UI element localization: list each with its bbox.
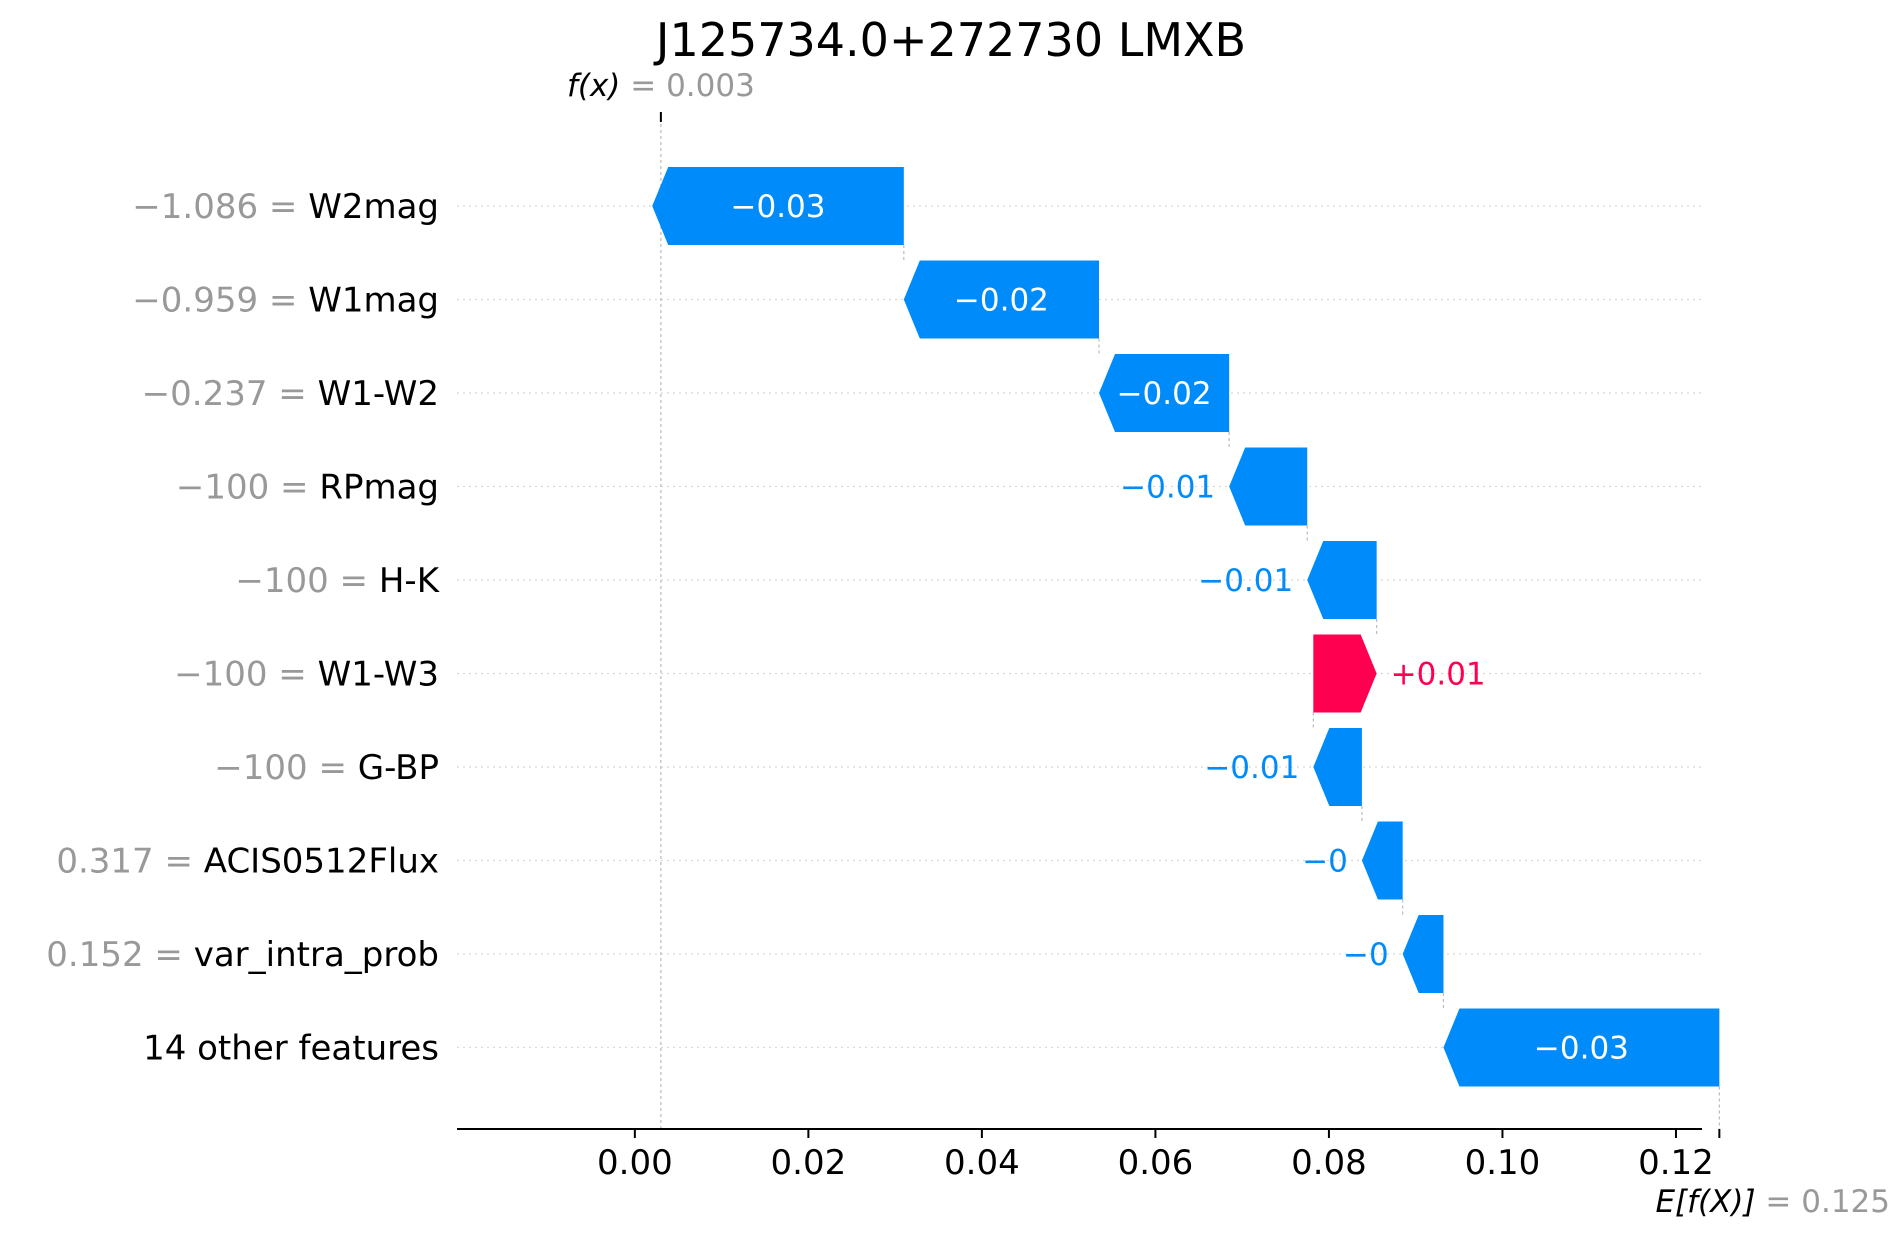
feature-label: 0.152 = var_intra_prob: [46, 935, 439, 975]
bar-acis0512flux: [1361, 821, 1403, 900]
feature-label: −100 = W1-W3: [174, 655, 439, 695]
efx-text: E[f(X)] = 0.125: [1655, 1184, 1890, 1220]
bar-14-other-features: [1443, 1008, 1720, 1087]
feature-value: −100 =: [235, 561, 379, 601]
feature-label: 0.317 = ACIS0512Flux: [56, 842, 439, 882]
fx-text: f(x) = 0.003: [567, 68, 755, 104]
bar-value-label: −0.03: [1534, 1031, 1629, 1067]
contribution-bars: −0.03 −0.02 −0.02 −0.01 −0.01 +0.01 −0.01 −0 −0 −…: [652, 167, 1720, 1087]
bar-h-k: [1307, 541, 1377, 619]
fx-value: = 0.003: [630, 68, 755, 104]
bar-value-label: −0.01: [1204, 750, 1299, 786]
feature-value: 0.317 =: [56, 842, 203, 882]
bar-value-label: −0: [1343, 937, 1389, 973]
feature-name: var_intra_prob: [194, 935, 439, 975]
feature-value: −100 =: [176, 468, 320, 508]
feature-name: G-BP: [358, 748, 439, 788]
chart-title: J125734.0+272730 LMXB: [653, 13, 1246, 67]
x-tick-label: 0.06: [1118, 1143, 1194, 1183]
feature-label: −100 = G-BP: [214, 748, 439, 788]
feature-name: W2mag: [308, 187, 439, 227]
feature-name: 14 other features: [143, 1029, 439, 1069]
bar-w1-w2: [1099, 354, 1230, 432]
feature-name: H-K: [379, 561, 441, 601]
bar-var_intra_prob: [1402, 915, 1444, 993]
bar-g-bp: [1313, 728, 1362, 806]
feature-value: −100 =: [174, 655, 318, 695]
feature-value: −1.086 =: [132, 187, 308, 227]
feature-label: −1.086 = W2mag: [132, 187, 439, 227]
feature-value: −100 =: [214, 748, 358, 788]
x-axis: 0.00 0.02 0.04 0.06 0.08 0.10 0.12: [457, 1128, 1721, 1183]
feature-label: −100 = RPmag: [176, 468, 439, 508]
x-tick-label: 0.08: [1291, 1143, 1367, 1183]
feature-name: W1-W3: [318, 655, 439, 695]
bar-value-label: +0.01: [1391, 657, 1486, 693]
bar-rpmag: [1229, 447, 1308, 526]
bar-value-label: −0.03: [731, 189, 826, 225]
feature-name: RPmag: [319, 468, 439, 508]
feature-value: −0.959 =: [132, 281, 308, 321]
connector-lines: [660, 112, 1720, 1129]
feature-value: −0.237 =: [142, 374, 318, 414]
bar-value-label: −0: [1302, 844, 1348, 880]
fx-label: f(x): [567, 68, 630, 104]
x-tick-label: 0.04: [944, 1143, 1020, 1183]
bar-value-label: −0.02: [1117, 376, 1212, 412]
feature-labels: −1.086 = W2mag −0.959 = W1mag −0.237 = W1-…: [46, 187, 440, 1069]
feature-label: −0.959 = W1mag: [132, 281, 439, 321]
bar-w1mag: [903, 260, 1100, 339]
fx-annotation: f(x) = 0.003: [567, 68, 755, 122]
efx-annotation: E[f(X)] = 0.125: [1655, 1184, 1890, 1220]
x-tick-label: 0.00: [597, 1143, 673, 1183]
x-tick-label: 0.02: [771, 1143, 847, 1183]
bar-w1-w3: [1313, 634, 1377, 713]
feature-value: 0.152 =: [46, 935, 193, 975]
bar-value-label: −0.02: [954, 283, 1049, 319]
bar-value-label: −0.01: [1198, 563, 1293, 599]
feature-label: −100 = H-K: [235, 561, 440, 601]
feature-label: 14 other features: [143, 1029, 439, 1069]
bar-value-label: −0.01: [1120, 470, 1215, 506]
x-tick-label: 0.10: [1465, 1143, 1541, 1183]
efx-label: E[f(X)]: [1655, 1184, 1765, 1220]
feature-label: −0.237 = W1-W2: [142, 374, 439, 414]
feature-name: ACIS0512Flux: [204, 842, 439, 882]
efx-value: = 0.125: [1765, 1184, 1890, 1220]
feature-name: W1mag: [308, 281, 439, 321]
bar-w2mag: [652, 167, 904, 245]
x-tick-label: 0.12: [1638, 1143, 1714, 1183]
feature-name: W1-W2: [318, 374, 439, 414]
